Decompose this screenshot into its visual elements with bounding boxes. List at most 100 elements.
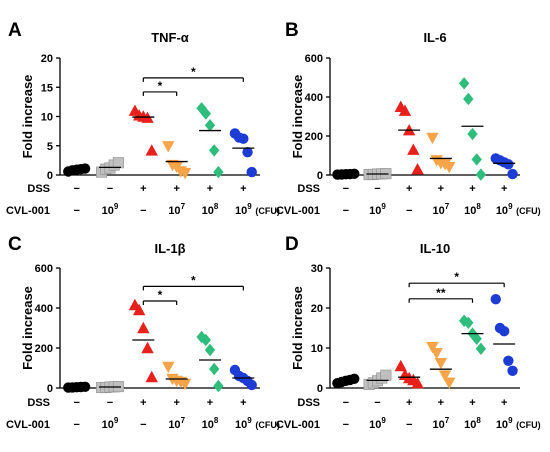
data-point xyxy=(475,168,487,181)
panel-letter: B xyxy=(285,20,299,41)
dss-cell: − xyxy=(107,183,113,195)
dss-cell: + xyxy=(207,183,213,195)
data-point xyxy=(246,379,257,391)
data-point xyxy=(426,342,439,354)
data-point xyxy=(458,77,470,90)
data-point xyxy=(178,378,192,391)
data-point xyxy=(430,348,443,360)
data-point xyxy=(209,144,220,157)
data-point xyxy=(112,157,124,169)
cvl-cell: 109 xyxy=(496,416,513,431)
data-point xyxy=(471,153,482,166)
y-tick-label: 5 xyxy=(47,141,53,153)
y-tick-label: 200 xyxy=(305,131,323,143)
data-point xyxy=(471,332,482,345)
y-tick-label: 10 xyxy=(41,112,53,124)
cvl-cell: − xyxy=(406,419,412,431)
unit-label: (CFU) xyxy=(255,420,279,430)
dss-cell: − xyxy=(107,397,113,409)
data-point xyxy=(463,92,474,106)
cvl-cell: − xyxy=(73,205,79,217)
data-point xyxy=(507,168,518,180)
cvl-cell: 108 xyxy=(202,202,219,217)
cvl-cell: − xyxy=(343,419,349,431)
row-label-cvl: CVL-001 xyxy=(276,419,320,431)
dss-cell: + xyxy=(406,397,412,409)
data-point xyxy=(204,343,216,357)
y-tick-label: 30 xyxy=(311,263,323,275)
data-point xyxy=(162,361,175,374)
data-point xyxy=(490,294,501,305)
data-point xyxy=(411,162,424,175)
data-point xyxy=(443,162,456,174)
unit-label: (CFU) xyxy=(516,206,541,216)
data-point xyxy=(443,377,456,389)
panel-a: A TNF-α Fold increase 0 5 10 15 20 * * DSS CVL-001 −… xyxy=(6,20,280,217)
dss-cell: + xyxy=(501,183,507,195)
y-tick-label: 600 xyxy=(305,53,323,65)
panel-title: IL-1β xyxy=(154,241,185,256)
row-label-dss: DSS xyxy=(27,183,50,195)
cvl-cell: 109 xyxy=(235,416,252,431)
data-point xyxy=(162,141,175,153)
data-point xyxy=(209,362,220,376)
dss-cell: + xyxy=(438,397,444,409)
data-point xyxy=(475,342,487,355)
significance-label: * xyxy=(454,270,459,284)
dss-cell: + xyxy=(173,397,179,409)
row-label-cvl: CVL-001 xyxy=(276,205,320,217)
unit-label: (CFU) xyxy=(255,206,279,216)
panel-letter: A xyxy=(8,20,22,41)
cvl-cell: 109 xyxy=(102,416,119,431)
data-point xyxy=(394,359,407,372)
dss-cell: − xyxy=(343,397,349,409)
panel-letter: C xyxy=(8,234,22,255)
data-point xyxy=(503,159,514,170)
data-point xyxy=(246,166,257,178)
data-point xyxy=(398,104,412,116)
cvl-cell: − xyxy=(406,205,412,217)
data-point xyxy=(411,377,424,389)
y-tick-label: 20 xyxy=(41,53,53,65)
data-point xyxy=(145,370,158,383)
cvl-cell: − xyxy=(73,419,79,431)
dss-cell: + xyxy=(240,183,246,195)
data-point xyxy=(349,373,360,384)
data-point xyxy=(467,127,478,141)
data-point xyxy=(204,119,216,132)
significance-label: * xyxy=(158,79,163,93)
data-point xyxy=(507,365,518,376)
cvl-cell: − xyxy=(343,205,349,217)
y-tick-label: 20 xyxy=(311,303,323,315)
data-point xyxy=(380,369,392,381)
cvl-cell: 107 xyxy=(432,416,449,431)
panel-b: B IL-6 Fold increase 0 200 400 600 DSS CVL-001 − −… xyxy=(276,20,541,217)
y-axis-label: Fold increase xyxy=(290,286,305,370)
cvl-cell: 109 xyxy=(102,202,119,217)
y-tick-label: 0 xyxy=(47,170,53,182)
row-label-cvl: CVL-001 xyxy=(6,205,50,217)
dss-cell: + xyxy=(406,183,412,195)
data-point xyxy=(79,163,91,174)
dss-cell: − xyxy=(374,397,380,409)
row-label-dss: DSS xyxy=(297,397,320,409)
dss-cell: + xyxy=(469,183,475,195)
dss-cell: + xyxy=(438,183,444,195)
data-point xyxy=(132,303,146,316)
data-point xyxy=(200,333,211,347)
y-axis-label: Fold increase xyxy=(20,286,35,370)
dss-cell: + xyxy=(140,183,146,195)
cvl-cell: 108 xyxy=(464,202,481,217)
y-tick-label: 400 xyxy=(305,92,323,104)
data-point xyxy=(137,321,150,334)
cvl-cell: 109 xyxy=(369,416,386,431)
y-tick-label: 600 xyxy=(35,263,53,275)
row-label-cvl: CVL-001 xyxy=(6,419,50,431)
data-point xyxy=(498,326,510,337)
row-label-dss: DSS xyxy=(297,183,320,195)
data-point xyxy=(178,168,192,180)
dss-cell: + xyxy=(240,397,246,409)
dss-cell: + xyxy=(469,397,475,409)
cvl-cell: − xyxy=(140,419,146,431)
